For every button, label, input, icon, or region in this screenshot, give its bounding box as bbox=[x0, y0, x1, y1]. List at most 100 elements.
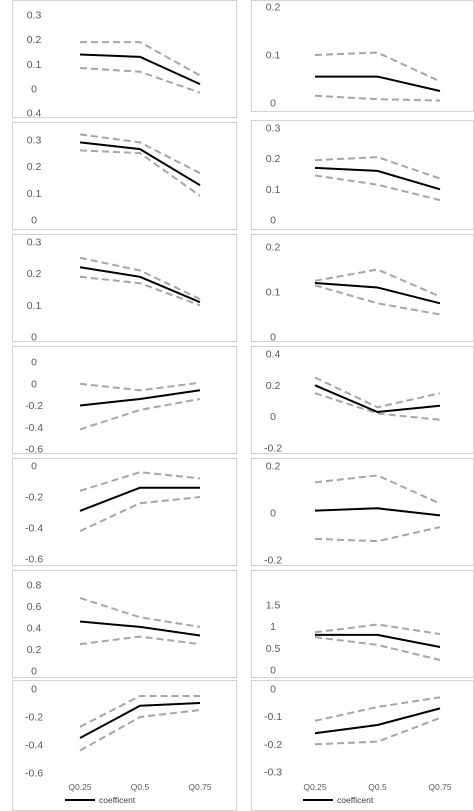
y-tick-label: 0 bbox=[31, 332, 37, 344]
y-tick-label: 0 bbox=[31, 357, 37, 369]
chart-panel-12: 1.5 1 0.5 0 bbox=[251, 570, 474, 678]
y-tick-label: 0.2 bbox=[266, 461, 281, 473]
ci-upper-line bbox=[79, 596, 201, 628]
y-tick-label: -0.2 bbox=[264, 739, 282, 751]
y-tick-label: -0.1 bbox=[264, 711, 282, 723]
panel-frame bbox=[12, 122, 237, 230]
coefficient-line bbox=[79, 389, 201, 407]
ci-upper-line bbox=[80, 41, 201, 77]
y-tick-label: 0.4 bbox=[266, 349, 281, 361]
panel-frame bbox=[12, 570, 237, 678]
coefficient-line bbox=[314, 507, 441, 517]
panel-frame bbox=[251, 234, 474, 342]
y-tick-label: 1.5 bbox=[266, 600, 281, 612]
legend-label: coefficent bbox=[99, 795, 136, 805]
ci-upper-line bbox=[79, 381, 201, 392]
ci-upper-line bbox=[79, 471, 201, 492]
y-tick-label: 0.2 bbox=[266, 380, 281, 392]
panel-frame bbox=[12, 0, 237, 118]
y-tick-label: 0.4 bbox=[27, 623, 42, 635]
chart-panel-8: 0.4 0.2 0 -0.2 bbox=[251, 346, 474, 455]
coefficient-line bbox=[79, 53, 201, 86]
ci-lower-line bbox=[79, 149, 201, 197]
x-tick-label: Q0.25 bbox=[303, 782, 326, 792]
chart-panel-2: 0.2 0.1 0 bbox=[251, 0, 474, 112]
panel-frame bbox=[251, 0, 474, 112]
chart-panel-5: 0.3 0.2 0.1 0 bbox=[12, 234, 237, 344]
chart-panel-13: 0 -0.2 -0.4 -0.6 Q0.25 Q0.5 Q0.75 coefficent bbox=[12, 680, 237, 811]
y-tick-label: 0.3 bbox=[27, 134, 42, 146]
legend-label: coefficent bbox=[337, 795, 374, 805]
y-tick-label: -0.6 bbox=[25, 444, 43, 456]
x-tick-label: Q0.25 bbox=[68, 782, 91, 792]
ci-upper-line bbox=[314, 623, 441, 635]
y-tick-label: 0 bbox=[270, 98, 276, 110]
y-tick-label: 0 bbox=[270, 411, 276, 423]
y-tick-label: 0 bbox=[31, 378, 37, 390]
coefficient-line bbox=[314, 282, 441, 305]
y-tick-label: 0.6 bbox=[27, 601, 42, 613]
y-tick-label: -0.4 bbox=[25, 740, 43, 752]
y-tick-label: 0.1 bbox=[266, 50, 281, 62]
panel-frame bbox=[251, 120, 474, 230]
ci-lower-line bbox=[314, 636, 441, 661]
ci-lower-line bbox=[79, 496, 201, 533]
panel-frame bbox=[12, 234, 237, 342]
coefficient-line bbox=[79, 702, 201, 739]
ci-lower-line bbox=[79, 275, 201, 307]
x-tick-label: Q0.75 bbox=[428, 782, 451, 792]
y-tick-label: -0.2 bbox=[25, 400, 43, 412]
coefficient-line bbox=[79, 486, 200, 512]
y-tick-label: 0.2 bbox=[266, 242, 281, 254]
panel-frame bbox=[12, 458, 237, 566]
chart-panel-10: 0.2 0 -0.2 bbox=[251, 458, 474, 567]
y-tick-label: 0.2 bbox=[27, 644, 42, 656]
y-tick-label: 0.1 bbox=[27, 300, 42, 312]
ci-upper-line bbox=[79, 133, 201, 175]
y-tick-label: -0.3 bbox=[264, 767, 282, 779]
panel-frame bbox=[251, 458, 474, 566]
ci-lower-line bbox=[79, 709, 201, 752]
chart-panel-9: 0 -0.2 -0.4 -0.6 bbox=[12, 458, 237, 566]
ci-lower-line bbox=[314, 94, 441, 102]
chart-panel-11: 0.8 0.6 0.4 0.2 0 bbox=[12, 570, 237, 678]
y-tick-label: -0.2 bbox=[264, 555, 282, 567]
y-tick-label: -0.4 bbox=[25, 422, 43, 434]
y-tick-label: 0.2 bbox=[266, 2, 281, 14]
ci-lower-line bbox=[79, 67, 201, 94]
ci-lower-line bbox=[79, 398, 201, 431]
y-tick-label: 0 bbox=[31, 684, 37, 696]
y-tick-label: 0 bbox=[31, 215, 37, 227]
y-tick-label: 0.5 bbox=[266, 643, 281, 655]
y-tick-label: 0 bbox=[31, 84, 37, 96]
x-tick-label: Q0.5 bbox=[131, 782, 150, 792]
y-tick-label: 0.3 bbox=[27, 10, 42, 22]
ci-lower-line bbox=[314, 526, 441, 543]
y-tick-label: 0.2 bbox=[27, 161, 42, 173]
chart-panel-14: 0 -0.1 -0.2 -0.3 Q0.25 Q0.5 Q0.75 coefficent bbox=[251, 680, 474, 811]
y-tick-label: 0 bbox=[270, 332, 276, 344]
chart-panel-3: 0.4 0.3 0.2 0.1 0 bbox=[12, 108, 237, 230]
coefficient-line bbox=[314, 384, 441, 414]
y-tick-label: -0.2 bbox=[25, 712, 43, 724]
coefficient-line bbox=[315, 75, 441, 92]
y-tick-label: 0.2 bbox=[27, 34, 42, 46]
ci-lower-line bbox=[79, 635, 201, 646]
coefficient-line bbox=[315, 633, 441, 648]
coefficient-line bbox=[314, 166, 441, 191]
coefficient-line bbox=[79, 620, 201, 637]
y-tick-label: -0.2 bbox=[264, 443, 282, 455]
y-tick-label: -0.4 bbox=[25, 523, 43, 535]
chart-panel-6: 0.2 0.1 0 bbox=[251, 234, 474, 344]
y-tick-label: 0 bbox=[31, 666, 37, 678]
coefficient-line bbox=[79, 266, 201, 304]
panel-frame bbox=[251, 346, 474, 454]
coefficient-line bbox=[314, 707, 441, 735]
x-tick-label: Q0.5 bbox=[368, 782, 387, 792]
y-tick-label: 0 bbox=[270, 665, 276, 677]
y-tick-label: 0 bbox=[31, 461, 37, 473]
y-tick-label: 0.4 bbox=[27, 108, 42, 120]
chart-panel-7: 0 0 -0.2 -0.4 -0.6 bbox=[12, 346, 237, 456]
ci-upper-line bbox=[79, 256, 201, 300]
